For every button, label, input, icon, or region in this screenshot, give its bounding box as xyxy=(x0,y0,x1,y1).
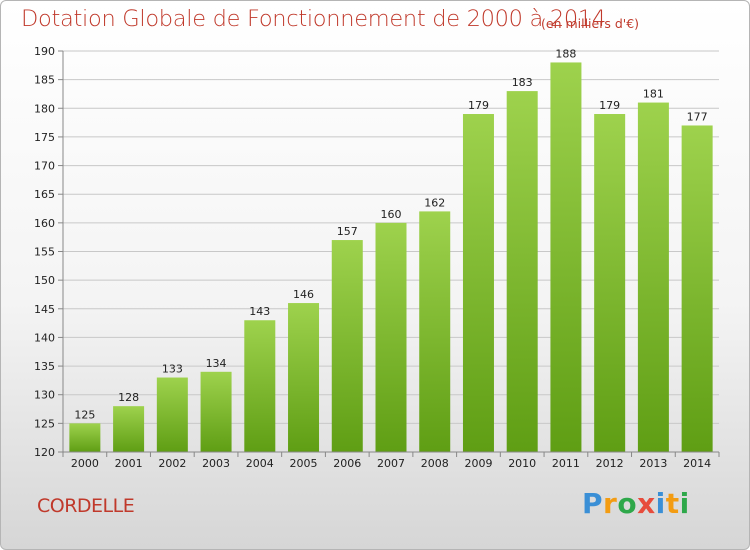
y-tick-label: 155 xyxy=(34,246,55,259)
x-tick-label: 2001 xyxy=(115,457,143,470)
y-tick-label: 150 xyxy=(34,274,55,287)
x-tick-label: 2005 xyxy=(290,457,318,470)
x-tick-label: 2011 xyxy=(552,457,580,470)
y-tick-label: 160 xyxy=(34,217,55,230)
bar[interactable] xyxy=(419,211,451,452)
x-tick-label: 2000 xyxy=(71,457,99,470)
bar-value-label: 157 xyxy=(337,225,358,238)
x-tick-label: 2009 xyxy=(464,457,492,470)
bar-value-label: 179 xyxy=(599,99,620,112)
y-tick-label: 135 xyxy=(34,360,55,373)
bar[interactable] xyxy=(331,240,363,452)
bar-value-label: 125 xyxy=(74,408,95,421)
x-tick-label: 2014 xyxy=(683,457,711,470)
logo-letter: x xyxy=(637,487,656,520)
y-tick-label: 175 xyxy=(34,131,55,144)
y-tick-label: 145 xyxy=(34,303,55,316)
y-tick-label: 140 xyxy=(34,331,55,344)
bar[interactable] xyxy=(681,125,713,452)
proxiti-logo[interactable]: Proxiti xyxy=(582,487,690,520)
bar-value-label: 143 xyxy=(249,305,270,318)
bar[interactable] xyxy=(69,423,101,452)
x-tick-label: 2004 xyxy=(246,457,274,470)
x-tick-label: 2003 xyxy=(202,457,230,470)
axes: 120 125 130 135 140 145 150 155 160 165 170 175 180 1… xyxy=(34,45,720,470)
x-tick-label: 2007 xyxy=(377,457,405,470)
x-tick-label: 2008 xyxy=(421,457,449,470)
bar[interactable] xyxy=(594,114,626,452)
bar-value-label: 128 xyxy=(118,391,139,404)
bar-value-label: 177 xyxy=(687,110,708,123)
y-tick-label: 130 xyxy=(34,389,55,402)
y-tick-label: 125 xyxy=(34,417,55,430)
bar[interactable] xyxy=(113,406,145,452)
bar-value-label: 188 xyxy=(555,47,576,60)
bar-value-label: 160 xyxy=(381,208,402,221)
bar[interactable] xyxy=(637,102,669,453)
logo-letter: P xyxy=(582,487,604,520)
y-tick-label: 165 xyxy=(34,188,55,201)
bar-value-label: 181 xyxy=(643,88,664,101)
bar[interactable] xyxy=(288,303,320,452)
bar-value-label: 133 xyxy=(162,363,183,376)
bar[interactable] xyxy=(156,377,188,452)
logo-letter: i xyxy=(655,487,666,520)
logo-letter: i xyxy=(679,487,690,520)
x-tick-label: 2006 xyxy=(333,457,361,470)
logo-letter: r xyxy=(603,487,618,520)
x-tick-label: 2013 xyxy=(639,457,667,470)
bar-value-label: 146 xyxy=(293,288,314,301)
bar[interactable] xyxy=(462,114,494,452)
bar[interactable] xyxy=(506,91,538,452)
bar[interactable] xyxy=(244,320,276,452)
y-tick-label: 190 xyxy=(34,45,55,58)
bar[interactable] xyxy=(550,62,582,452)
bars: 125 128 133 134 143 146 157 160 162 179 183 188 179 1… xyxy=(69,47,713,453)
x-tick-label: 2010 xyxy=(508,457,536,470)
logo-letter: o xyxy=(617,487,638,520)
bar-value-label: 179 xyxy=(468,99,489,112)
x-tick-label: 2002 xyxy=(158,457,186,470)
x-tick-label: 2012 xyxy=(596,457,624,470)
place-name: CORDELLE xyxy=(37,495,135,517)
bar[interactable] xyxy=(200,371,232,452)
y-tick-label: 170 xyxy=(34,160,55,173)
y-tick-label: 180 xyxy=(34,102,55,115)
y-tick-label: 120 xyxy=(34,446,55,459)
bar-value-label: 162 xyxy=(424,196,445,209)
y-tick-label: 185 xyxy=(34,74,55,87)
bar[interactable] xyxy=(375,222,407,452)
logo-letter: t xyxy=(665,487,680,520)
chart-title: Dotation Globale de Fonctionnement de 20… xyxy=(21,6,606,32)
chart-subtitle: (en milliers d'€) xyxy=(541,16,640,31)
bar-value-label: 134 xyxy=(206,357,227,370)
bar-value-label: 183 xyxy=(512,76,533,89)
